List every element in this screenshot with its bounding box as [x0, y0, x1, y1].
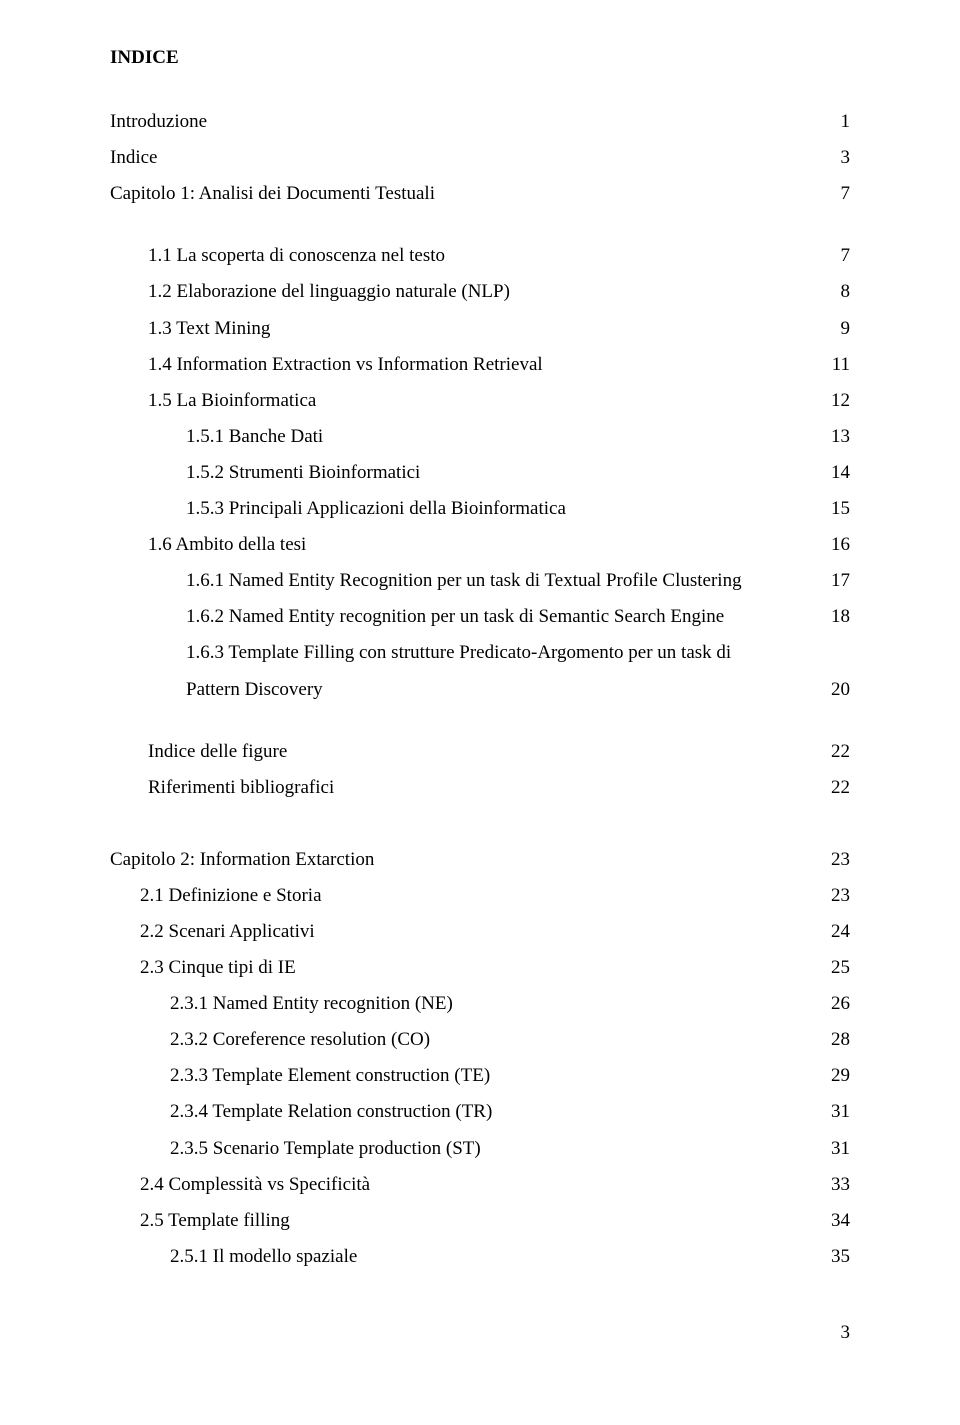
toc-row: Capitolo 1: Analisi dei Documenti Testua…	[110, 176, 850, 212]
toc-row: 2.2 Scenari Applicativi24	[110, 914, 850, 950]
toc-label: 1.6.2 Named Entity recognition per un ta…	[186, 599, 820, 635]
toc-label: 1.6 Ambito della tesi	[148, 527, 820, 563]
toc-row: 2.3.5 Scenario Template production (ST)3…	[110, 1131, 850, 1167]
toc-page: 13	[820, 419, 850, 455]
toc-page: 29	[820, 1058, 850, 1094]
toc-page: 26	[820, 986, 850, 1022]
toc-label: Introduzione	[110, 104, 820, 140]
toc-page: 8	[820, 274, 850, 310]
toc-page: 16	[820, 527, 850, 563]
toc-page: 11	[820, 347, 850, 383]
toc-row: 1.6.2 Named Entity recognition per un ta…	[110, 599, 850, 635]
toc-row: 2.3.1 Named Entity recognition (NE)26	[110, 986, 850, 1022]
toc-list: Introduzione1Indice3Capitolo 1: Analisi …	[110, 104, 850, 1275]
toc-label: 1.5.1 Banche Dati	[186, 419, 820, 455]
toc-label: 1.4 Information Extraction vs Informatio…	[148, 347, 820, 383]
toc-row: Riferimenti bibliografici22	[110, 770, 850, 806]
toc-page: 18	[820, 599, 850, 635]
toc-row: 1.6 Ambito della tesi16	[110, 527, 850, 563]
page-title: INDICE	[110, 40, 850, 76]
toc-page: 1	[820, 104, 850, 140]
toc-label: 1.5 La Bioinformatica	[148, 383, 820, 419]
toc-row: Indice delle figure22	[110, 734, 850, 770]
toc-row: 1.5 La Bioinformatica12	[110, 383, 850, 419]
toc-page: 24	[820, 914, 850, 950]
toc-page: 3	[820, 140, 850, 176]
toc-row: 2.3 Cinque tipi di IE25	[110, 950, 850, 986]
toc-label: 2.3.5 Scenario Template production (ST)	[170, 1131, 820, 1167]
toc-row: 1.3 Text Mining9	[110, 311, 850, 347]
toc-page: 25	[820, 950, 850, 986]
toc-row: 1.4 Information Extraction vs Informatio…	[110, 347, 850, 383]
toc-row: 1.6.3 Template Filling con strutture Pre…	[110, 635, 850, 671]
toc-label: Indice	[110, 140, 820, 176]
toc-label: 2.5 Template filling	[140, 1203, 820, 1239]
toc-label: Capitolo 2: Information Extarction	[110, 842, 820, 878]
toc-row: 2.5.1 Il modello spaziale35	[110, 1239, 850, 1275]
toc-page: 31	[820, 1094, 850, 1130]
toc-page: 9	[820, 311, 850, 347]
toc-row: Pattern Discovery20	[110, 672, 850, 708]
toc-label: 2.2 Scenari Applicativi	[140, 914, 820, 950]
toc-page: 28	[820, 1022, 850, 1058]
toc-label: 1.6.3 Template Filling con strutture Pre…	[186, 635, 820, 671]
toc-row: 2.5 Template filling34	[110, 1203, 850, 1239]
toc-row: 2.3.4 Template Relation construction (TR…	[110, 1094, 850, 1130]
toc-label: 1.5.2 Strumenti Bioinformatici	[186, 455, 820, 491]
toc-label: Riferimenti bibliografici	[148, 770, 820, 806]
toc-row: 2.1 Definizione e Storia23	[110, 878, 850, 914]
page-number: 3	[110, 1315, 850, 1351]
toc-label: 2.3.4 Template Relation construction (TR…	[170, 1094, 820, 1130]
toc-page: 20	[820, 672, 850, 708]
toc-page: 15	[820, 491, 850, 527]
toc-page: 31	[820, 1131, 850, 1167]
toc-page: 14	[820, 455, 850, 491]
toc-label: 1.2 Elaborazione del linguaggio naturale…	[148, 274, 820, 310]
toc-row: 1.1 La scoperta di conoscenza nel testo7	[110, 238, 850, 274]
toc-row: Introduzione1	[110, 104, 850, 140]
toc-label: 1.5.3 Principali Applicazioni della Bioi…	[186, 491, 820, 527]
toc-page: 17	[820, 563, 850, 599]
toc-page: 23	[820, 842, 850, 878]
toc-page: 7	[820, 238, 850, 274]
toc-row: 1.6.1 Named Entity Recognition per un ta…	[110, 563, 850, 599]
toc-row: 1.5.3 Principali Applicazioni della Bioi…	[110, 491, 850, 527]
toc-label: 2.5.1 Il modello spaziale	[170, 1239, 820, 1275]
toc-row: 2.3.2 Coreference resolution (CO)28	[110, 1022, 850, 1058]
toc-label: 2.3.2 Coreference resolution (CO)	[170, 1022, 820, 1058]
toc-label: 2.3 Cinque tipi di IE	[140, 950, 820, 986]
toc-label: 2.3.1 Named Entity recognition (NE)	[170, 986, 820, 1022]
toc-row: Indice3	[110, 140, 850, 176]
toc-row: 1.5.2 Strumenti Bioinformatici14	[110, 455, 850, 491]
toc-page: 7	[820, 176, 850, 212]
toc-label: 2.3.3 Template Element construction (TE)	[170, 1058, 820, 1094]
toc-label: Indice delle figure	[148, 734, 820, 770]
toc-label: 1.6.1 Named Entity Recognition per un ta…	[186, 563, 820, 599]
toc-label: Capitolo 1: Analisi dei Documenti Testua…	[110, 176, 820, 212]
toc-page: 22	[820, 770, 850, 806]
toc-row: Capitolo 2: Information Extarction23	[110, 842, 850, 878]
toc-row: 2.3.3 Template Element construction (TE)…	[110, 1058, 850, 1094]
toc-label: Pattern Discovery	[186, 672, 820, 708]
toc-row: 1.5.1 Banche Dati13	[110, 419, 850, 455]
toc-page: 34	[820, 1203, 850, 1239]
toc-label: 2.4 Complessità vs Specificità	[140, 1167, 820, 1203]
toc-page: 33	[820, 1167, 850, 1203]
toc-page: 35	[820, 1239, 850, 1275]
toc-page: 12	[820, 383, 850, 419]
toc-page: 22	[820, 734, 850, 770]
toc-row: 1.2 Elaborazione del linguaggio naturale…	[110, 274, 850, 310]
toc-label: 1.3 Text Mining	[148, 311, 820, 347]
toc-page: 23	[820, 878, 850, 914]
toc-label: 2.1 Definizione e Storia	[140, 878, 820, 914]
toc-row: 2.4 Complessità vs Specificità33	[110, 1167, 850, 1203]
toc-label: 1.1 La scoperta di conoscenza nel testo	[148, 238, 820, 274]
